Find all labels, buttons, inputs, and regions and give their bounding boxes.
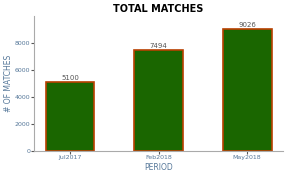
X-axis label: PERIOD: PERIOD (144, 163, 173, 172)
Text: 9026: 9026 (238, 22, 256, 28)
Text: 7494: 7494 (150, 43, 168, 49)
Bar (46, 82, 94, 151)
Bar (223, 29, 272, 151)
Bar (134, 50, 183, 151)
Text: 5100: 5100 (61, 75, 79, 81)
Title: TOTAL MATCHES: TOTAL MATCHES (113, 4, 204, 14)
Y-axis label: # OF MATCHES: # OF MATCHES (4, 55, 13, 112)
